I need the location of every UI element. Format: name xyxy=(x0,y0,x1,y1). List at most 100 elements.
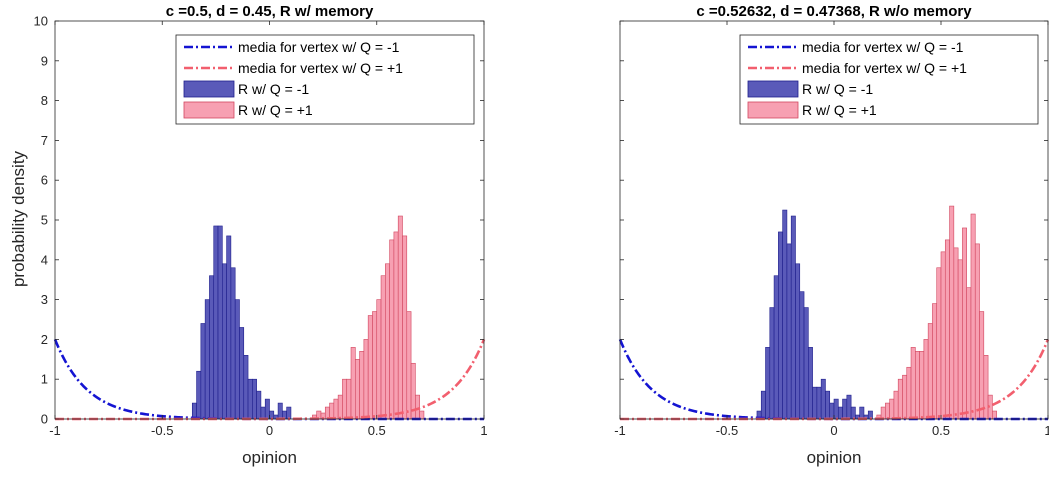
histogram-bar-plus xyxy=(962,227,967,420)
histogram-bar-minus xyxy=(230,267,236,420)
histogram-bar-minus xyxy=(243,355,249,420)
y-tick-label: 1 xyxy=(41,372,48,387)
histogram-bar-plus xyxy=(397,215,403,420)
histogram-bar-minus xyxy=(239,327,245,420)
histogram-bar-minus xyxy=(256,390,262,420)
histogram-bar-minus xyxy=(209,275,215,420)
histogram-bar-plus xyxy=(979,311,985,420)
histogram-bar-minus xyxy=(773,275,779,420)
histogram-bar-plus xyxy=(906,366,912,420)
legend-label: R w/ Q = +1 xyxy=(238,102,313,118)
histogram-bar-minus xyxy=(846,394,852,420)
x-tick-label: 1 xyxy=(1044,423,1049,438)
histogram-bar-plus xyxy=(415,394,420,420)
histogram-bar-minus xyxy=(226,235,232,420)
histogram-bar-plus xyxy=(333,398,339,420)
histogram-bar-plus xyxy=(350,347,356,420)
chart-title: c =0.52632, d = 0.47368, R w/o memory xyxy=(696,3,972,20)
histogram-bar-minus xyxy=(252,378,257,420)
histogram-bar-minus xyxy=(222,263,227,420)
histogram-bar-minus xyxy=(808,347,813,420)
legend-label: R w/ Q = -1 xyxy=(238,81,309,97)
x-axis-label: opinion xyxy=(807,448,862,467)
histogram-bar-plus xyxy=(932,303,938,420)
histogram-bar-minus xyxy=(820,378,826,420)
x-tick-label: 1 xyxy=(480,423,487,438)
histogram-bar-minus xyxy=(765,347,771,420)
histogram-bar-minus xyxy=(234,299,240,420)
y-tick-label: 3 xyxy=(41,292,48,307)
histogram-bar-plus xyxy=(983,355,989,420)
legend-label: R w/ Q = +1 xyxy=(802,102,877,118)
histogram-bar-plus xyxy=(915,351,920,420)
histogram-bar-minus xyxy=(859,406,865,420)
x-axis-label: opinion xyxy=(242,448,297,467)
legend-patch-swatch xyxy=(183,101,235,119)
histogram-bar-minus xyxy=(260,406,266,420)
y-tick-label: 6 xyxy=(41,173,48,188)
histogram-bar-plus xyxy=(346,378,352,420)
histogram-bar-minus xyxy=(196,370,202,420)
legend-label: media for vertex w/ Q = -1 xyxy=(238,39,400,55)
histogram-bar-minus xyxy=(247,378,253,420)
histogram-bar-minus xyxy=(825,390,831,420)
histogram-bar-plus xyxy=(372,311,378,420)
histogram-bar-plus xyxy=(363,339,369,420)
y-tick-label: 0 xyxy=(41,412,48,427)
histogram-bar-plus xyxy=(359,351,365,420)
histogram-bar-minus xyxy=(760,390,766,420)
legend: media for vertex w/ Q = -1 media for vert… xyxy=(175,34,475,125)
histogram-bar-plus xyxy=(919,351,925,420)
histogram-bar-minus xyxy=(850,406,856,420)
histogram-bar-minus xyxy=(286,406,292,420)
histogram-bar-plus xyxy=(944,239,950,420)
histogram-bar-plus xyxy=(889,398,895,420)
histogram-bar-plus xyxy=(402,235,408,420)
histogram-bar-plus xyxy=(974,243,980,420)
histogram-bar-plus xyxy=(966,287,972,420)
histogram-bar-plus xyxy=(880,406,886,420)
histogram-bar-plus xyxy=(885,402,890,420)
histogram-bar-plus xyxy=(927,323,933,420)
legend-patch-swatch xyxy=(183,80,235,98)
histogram-bar-minus xyxy=(795,263,801,420)
y-tick-label: 5 xyxy=(41,213,48,228)
y-tick-label: 10 xyxy=(34,14,48,29)
legend-label: media for vertex w/ Q = +1 xyxy=(802,60,967,76)
histogram-bar-plus xyxy=(897,378,903,420)
y-tick-label: 4 xyxy=(41,252,48,267)
histogram-bar-plus xyxy=(910,347,916,420)
chart-title: c =0.5, d = 0.45, R w/ memory xyxy=(166,3,374,20)
legend: media for vertex w/ Q = -1 media for vert… xyxy=(739,34,1039,125)
histogram-bar-plus xyxy=(970,213,976,420)
histogram-bar-minus xyxy=(769,307,775,420)
x-tick-label: -1 xyxy=(49,423,61,438)
histogram-bar-minus xyxy=(782,209,788,420)
histogram-bar-plus xyxy=(936,267,942,420)
histogram-bar-minus xyxy=(842,398,848,420)
histogram-bar-minus xyxy=(264,398,270,420)
histogram-bar-plus xyxy=(393,231,399,420)
x-tick-label: 0.5 xyxy=(368,423,386,438)
x-tick-label: 0.5 xyxy=(932,423,950,438)
histogram-bar-minus xyxy=(277,402,283,420)
legend-patch-swatch xyxy=(747,101,799,119)
histogram-bar-minus xyxy=(786,243,792,420)
histogram-bar-plus xyxy=(902,374,908,420)
histogram-bar-plus xyxy=(354,358,360,420)
histogram-bar-plus xyxy=(953,247,959,420)
legend-label: R w/ Q = -1 xyxy=(802,81,873,97)
histogram-bar-minus xyxy=(204,299,210,420)
histogram-bar-minus xyxy=(803,307,809,420)
histogram-bar-plus xyxy=(367,315,373,420)
media-line-minus xyxy=(618,338,1048,421)
histogram-bar-minus xyxy=(790,215,796,420)
histogram-bar-minus xyxy=(812,386,818,420)
x-tick-label: 0 xyxy=(830,423,837,438)
histogram-bar-minus xyxy=(799,291,805,420)
histogram-bar-minus xyxy=(837,406,843,420)
histogram-bar-minus xyxy=(200,323,206,420)
histogram-bar-minus xyxy=(213,225,219,420)
